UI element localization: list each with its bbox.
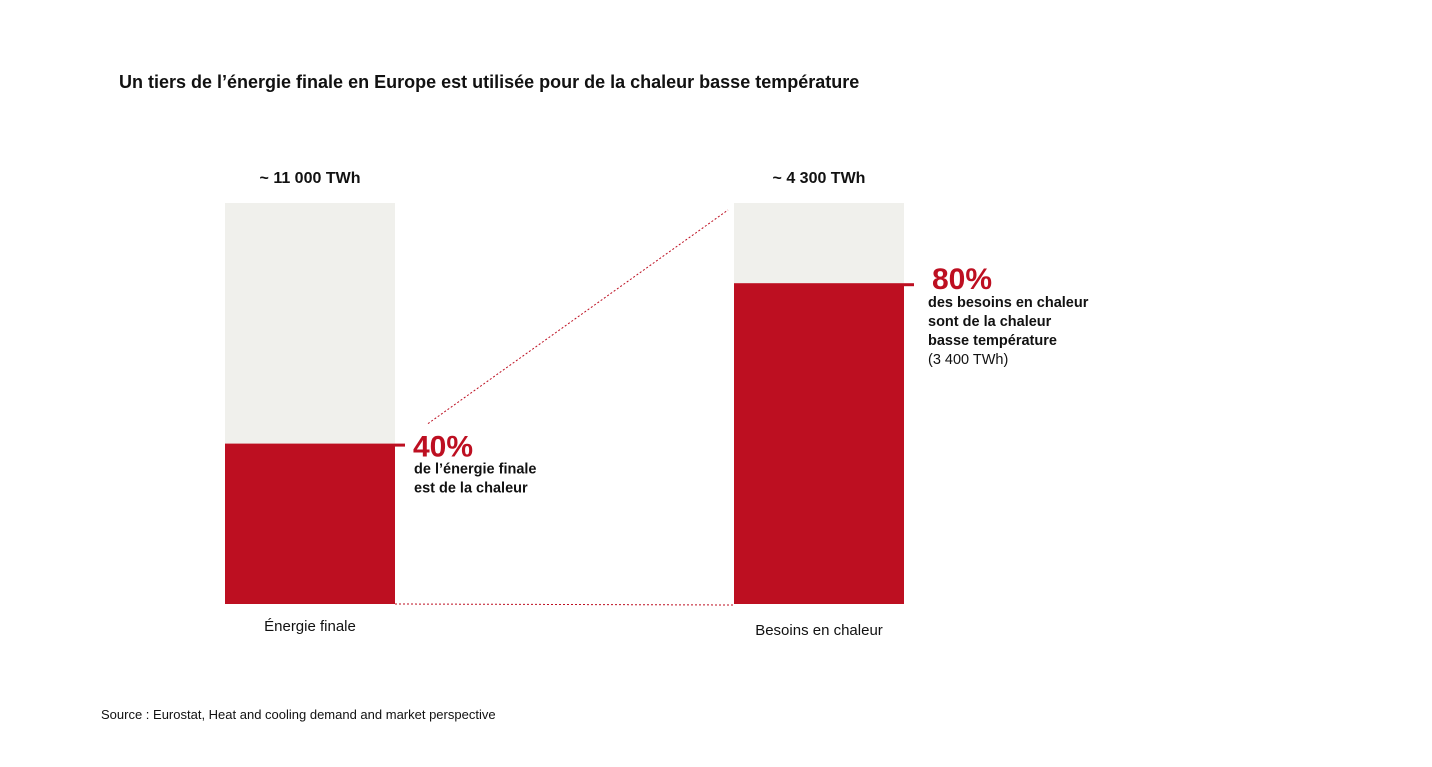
category-label-energie-finale: Énergie finale [264,618,356,635]
share-description-line: basse température [928,333,1057,349]
total-label-besoins-en-chaleur: ~ 4 300 TWh [773,170,866,187]
category-label-besoins-en-chaleur: Besoins en chaleur [755,622,883,639]
connector-line-bottom [394,603,735,606]
connector-line-top [427,209,729,425]
total-label-energie-finale: ~ 11 000 TWh [260,170,361,187]
bar-besoins-en-chaleur-low-temp-share [734,283,904,604]
bar-energie-finale-heat-share [225,443,395,604]
share-description-value: (3 400 TWh) [928,352,1008,368]
chart-title: Un tiers de l’énergie finale en Europe e… [119,72,860,92]
share-description-line: sont de la chaleur [928,314,1052,330]
share-description-line: de l’énergie finale [414,462,537,478]
source-note: Source : Eurostat, Heat and cooling dema… [101,707,496,722]
share-description-line: des besoins en chaleur [928,295,1089,311]
share-value-40: 40% [413,431,473,464]
share-description-line: est de la chaleur [414,481,528,497]
share-value-80: 80% [932,263,992,296]
